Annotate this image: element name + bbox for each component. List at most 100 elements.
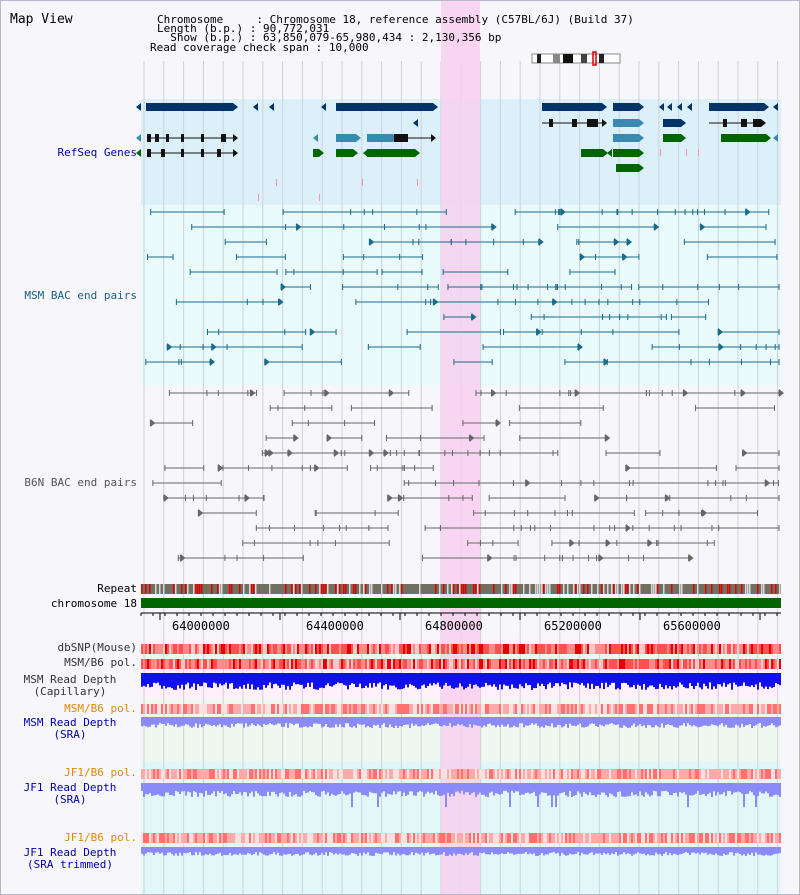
polymorphism-cell: [497, 769, 499, 779]
read-depth-bar: [301, 673, 303, 685]
polymorphism-cell: [715, 659, 717, 669]
read-depth-bar: [733, 783, 735, 793]
polymorphism-cell: [189, 644, 191, 654]
polymorphism-cell: [323, 659, 325, 669]
polymorphism-cell: [309, 659, 311, 669]
chromosome-ideogram[interactable]: [531, 51, 621, 66]
track-label-chromosome[interactable]: chromosome 18: [50, 597, 137, 610]
polymorphism-cell: [593, 704, 595, 714]
read-depth-bar: [713, 783, 715, 792]
msm-b6-pol-sra-track[interactable]: [141, 704, 781, 714]
polymorphism-cell: [149, 644, 151, 654]
polymorphism-cell: [651, 659, 653, 669]
read-depth-bar: [241, 847, 243, 855]
msm-bac-end-pairs[interactable]: [145, 208, 780, 366]
msm-read-depth-capillary-track[interactable]: [141, 673, 781, 690]
repeat-element: [187, 584, 189, 594]
msm-b6-pol-track[interactable]: [141, 659, 781, 669]
b6n-bac-end-pairs[interactable]: [149, 389, 784, 562]
read-depth-bar: [761, 673, 763, 687]
track-label-b6n-bac-end-pairs[interactable]: B6N BAC end pairs: [24, 476, 137, 489]
track-label-msm-read-depth-sra[interactable]: MSM Read Depth (SRA): [3, 717, 137, 741]
track-label-msm-bac-end-pairs[interactable]: MSM BAC end pairs: [24, 289, 137, 302]
read-depth-bar: [563, 673, 565, 685]
gene-strand-arrow: [136, 134, 141, 142]
polymorphism-cell: [655, 833, 657, 843]
read-depth-bar: [163, 783, 165, 797]
repeat-track[interactable]: [141, 584, 781, 594]
dbsnp-track[interactable]: [141, 644, 781, 654]
track-label-dbsnp[interactable]: dbSNP(Mouse): [57, 641, 137, 654]
read-depth-bar: [321, 673, 323, 688]
jf1-read-depth-sra-trimmed-track[interactable]: [141, 847, 781, 856]
track-label-refseq-genes[interactable]: RefSeq Genes: [57, 146, 137, 159]
read-depth-bar: [505, 673, 507, 686]
polymorphism-cell: [391, 659, 393, 669]
read-depth-bar: [755, 673, 757, 685]
polymorphism-cell: [269, 644, 271, 654]
track-label-jf1-read-depth-sra[interactable]: JF1 Read Depth (SRA): [3, 782, 137, 806]
read-depth-bar: [621, 673, 623, 684]
jf1-b6-pol-2-track[interactable]: [141, 833, 781, 843]
read-depth-bar: [279, 783, 281, 794]
read-depth-bar: [707, 783, 709, 795]
track-label-msm-b6-pol-sra[interactable]: MSM/B6 pol.: [64, 702, 137, 715]
polymorphism-cell: [593, 644, 595, 654]
polymorphism-cell: [261, 659, 263, 669]
polymorphism-cell: [711, 769, 713, 779]
polymorphism-cell: [197, 833, 199, 843]
read-depth-bar: [393, 717, 395, 728]
polymorphism-cell: [459, 769, 461, 779]
track-label-jf1-read-depth-sra-trimmed[interactable]: JF1 Read Depth (SRA trimmed): [3, 847, 137, 871]
polymorphism-cell: [465, 659, 467, 669]
read-depth-bar: [245, 783, 247, 793]
read-depth-bar: [559, 783, 561, 794]
polymorphism-cell: [157, 833, 159, 843]
polymorphism-cell: [391, 769, 393, 779]
jf1-read-depth-sra-track[interactable]: [141, 783, 781, 807]
repeat-element: [775, 584, 777, 594]
read-depth-bar: [777, 673, 779, 685]
read-depth-bar: [525, 673, 527, 684]
refseq-gene-models[interactable]: [136, 103, 778, 201]
polymorphism-cell: [399, 659, 401, 669]
jf1-b6-pol-track[interactable]: [141, 769, 781, 779]
track-label-jf1-b6-pol-2[interactable]: JF1/B6 pol.: [64, 831, 137, 844]
track-label-jf1-b6-pol[interactable]: JF1/B6 pol.: [64, 766, 137, 779]
polymorphism-cell: [383, 704, 385, 714]
read-depth-bar: [171, 717, 173, 726]
polymorphism-cell: [385, 769, 387, 779]
polymorphism-cell: [359, 769, 361, 779]
polymorphism-cell: [369, 704, 371, 714]
read-depth-bar: [433, 783, 435, 795]
read-depth-bar: [511, 717, 513, 728]
read-depth-bar: [381, 717, 383, 725]
read-depth-bar: [189, 673, 191, 689]
read-depth-bar: [769, 783, 771, 797]
polymorphism-cell: [619, 704, 621, 714]
bac-end-arrow: [180, 554, 186, 562]
polymorphism-cell: [215, 769, 217, 779]
polymorphism-cell: [747, 704, 749, 714]
polymorphism-cell: [615, 704, 617, 714]
polymorphism-cell: [433, 704, 435, 714]
track-label-msm-read-depth-capillary[interactable]: MSM Read Depth (Capillary): [3, 674, 137, 698]
read-depth-bar: [179, 673, 181, 689]
read-depth-bar: [515, 847, 517, 855]
read-depth-bar: [315, 847, 317, 853]
polymorphism-cell: [229, 704, 231, 714]
read-depth-bar: [367, 717, 369, 727]
polymorphism-cell: [741, 659, 743, 669]
read-depth-bar: [567, 783, 569, 797]
polymorphism-cell: [491, 644, 493, 654]
track-label-repeat[interactable]: Repeat: [97, 582, 137, 595]
read-depth-bar: [403, 783, 405, 793]
track-label-msm-b6-pol[interactable]: MSM/B6 pol.: [64, 656, 137, 669]
polymorphism-cell: [503, 704, 505, 714]
polymorphism-cell: [543, 644, 545, 654]
msm-read-depth-sra-track[interactable]: [141, 717, 781, 728]
polymorphism-cell: [221, 704, 223, 714]
read-depth-bar: [263, 717, 265, 724]
read-depth-bar: [373, 673, 375, 683]
